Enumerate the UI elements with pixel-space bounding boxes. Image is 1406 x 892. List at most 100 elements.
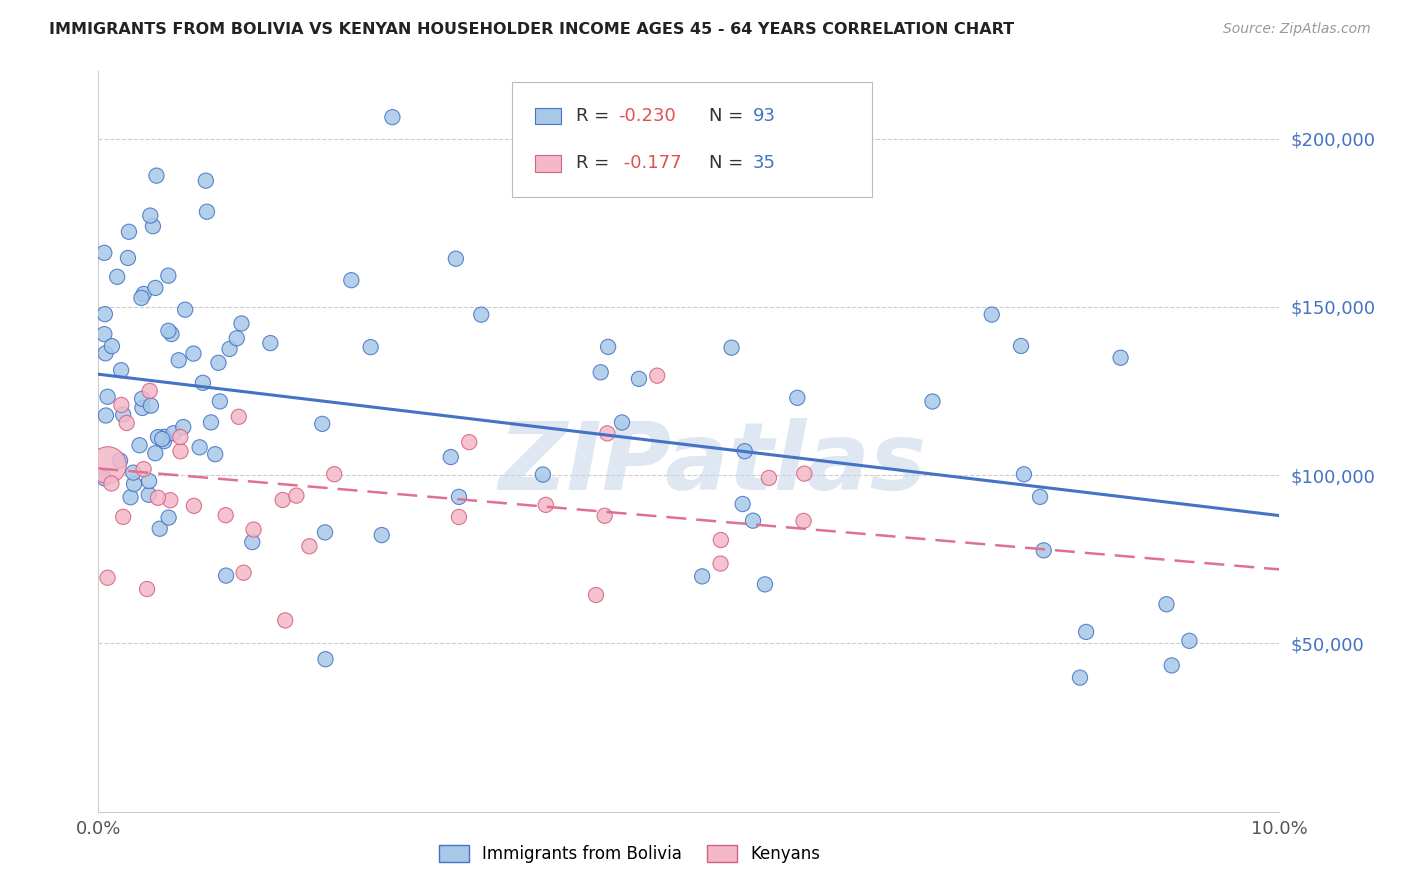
Point [271,492,294,507]
Point [274,614,297,628]
Point [136,582,159,596]
Point [150,432,173,446]
Point [228,409,250,424]
Point [97,458,120,472]
Point [101,339,124,353]
FancyBboxPatch shape [512,82,872,197]
Point [596,426,619,441]
Point [195,204,218,219]
Point [169,430,191,444]
Point [610,416,633,430]
Point [204,447,226,461]
Point [793,467,815,481]
Point [447,490,470,504]
Point [131,401,153,415]
Point [108,453,131,467]
Point [690,569,713,583]
Point [314,525,336,540]
Point [128,438,150,452]
Text: -0.177: -0.177 [619,154,682,172]
Point [94,409,117,423]
Point [340,273,363,287]
Point [370,528,392,542]
Point [153,434,176,449]
Point [585,588,607,602]
Point [131,392,153,406]
Point [112,509,135,524]
Point [1032,543,1054,558]
Point [183,346,205,360]
Point [110,398,132,412]
Point [598,340,620,354]
Point [232,566,254,580]
Point [138,474,160,488]
Point [174,302,197,317]
Point [786,391,808,405]
Text: ZIPatlas: ZIPatlas [499,417,927,509]
Point [105,269,128,284]
Point [159,493,181,508]
Point [921,394,943,409]
Point [167,353,190,368]
Point [142,219,165,234]
Point [208,394,231,409]
FancyBboxPatch shape [536,155,561,171]
Point [709,557,731,571]
Point [589,365,612,379]
Point [94,346,117,360]
Point [183,499,205,513]
Point [145,281,167,295]
Point [240,535,263,549]
Point [139,399,162,413]
Point [444,252,467,266]
Point [758,471,780,485]
Point [734,444,756,458]
Point [118,225,141,239]
Text: IMMIGRANTS FROM BOLIVIA VS KENYAN HOUSEHOLDER INCOME AGES 45 - 64 YEARS CORRELAT: IMMIGRANTS FROM BOLIVIA VS KENYAN HOUSEH… [49,22,1014,37]
Point [225,331,247,345]
Point [200,416,222,430]
Text: N =: N = [709,107,749,125]
Point [1160,658,1182,673]
Point [214,508,236,523]
Point [132,462,155,476]
Point [754,577,776,591]
Point [110,363,132,377]
Point [122,466,145,480]
Point [94,307,117,321]
Point [242,523,264,537]
Point [172,420,194,434]
Point [191,376,214,390]
Point [447,510,470,524]
Point [157,268,180,283]
Point [93,245,115,260]
Point [731,497,754,511]
Point [470,308,492,322]
Point [1178,633,1201,648]
Text: Source: ZipAtlas.com: Source: ZipAtlas.com [1223,22,1371,37]
Text: R =: R = [575,107,614,125]
Point [1029,490,1052,504]
Point [122,477,145,491]
Point [259,336,281,351]
Point [285,489,308,503]
Point [160,326,183,341]
Point [93,327,115,342]
Point [218,342,240,356]
Point [188,440,211,454]
Point [215,568,238,582]
Point [100,476,122,491]
Point [146,430,169,444]
Point [112,408,135,422]
Point [132,287,155,301]
Point [311,417,333,431]
Point [440,450,463,464]
Point [117,251,139,265]
FancyBboxPatch shape [536,108,561,124]
Point [742,514,765,528]
Point [793,514,815,528]
Point [720,341,742,355]
Point [146,491,169,505]
Text: R =: R = [575,154,614,172]
Point [97,571,120,585]
